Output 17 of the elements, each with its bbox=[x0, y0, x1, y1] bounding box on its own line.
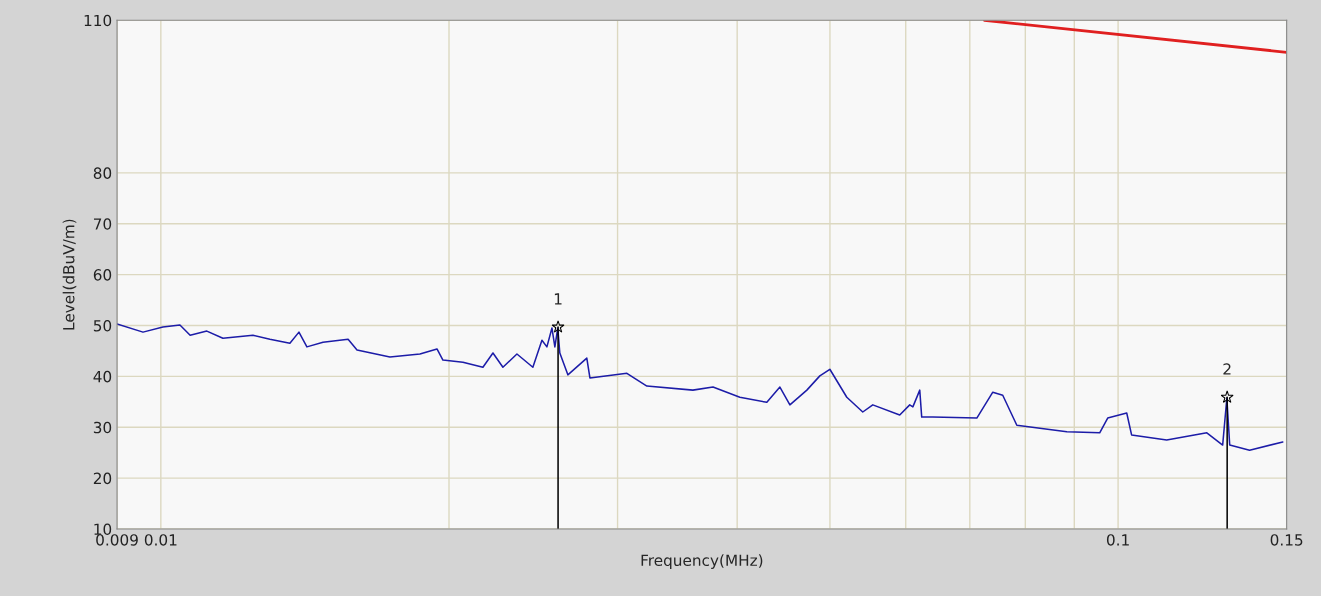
x-tick-label: 0.009 bbox=[96, 534, 138, 546]
x-axis-title: Frequency(MHz) bbox=[641, 554, 763, 569]
y-tick-label: 30 bbox=[93, 421, 112, 434]
y-tick-label: 70 bbox=[93, 218, 112, 230]
x-tick-label: 0.15 bbox=[1270, 534, 1303, 546]
y-tick-label: 110 bbox=[84, 14, 112, 27]
annotation: 2 bbox=[1223, 363, 1231, 375]
y-tick-label: 40 bbox=[93, 370, 112, 383]
x-tick-label: 0.01 bbox=[144, 534, 177, 546]
y-axis-title: Level(dBuV/m) bbox=[62, 219, 77, 330]
y-tick-label: 50 bbox=[93, 319, 112, 332]
y-tick-label: 80 bbox=[93, 167, 112, 179]
y-tick-label: 20 bbox=[93, 472, 112, 485]
x-tick-label: 0.1 bbox=[1106, 534, 1129, 546]
y-tick-label: 10 bbox=[94, 523, 112, 536]
y-tick-label: 60 bbox=[93, 269, 112, 281]
annotation: 1 bbox=[554, 293, 562, 305]
